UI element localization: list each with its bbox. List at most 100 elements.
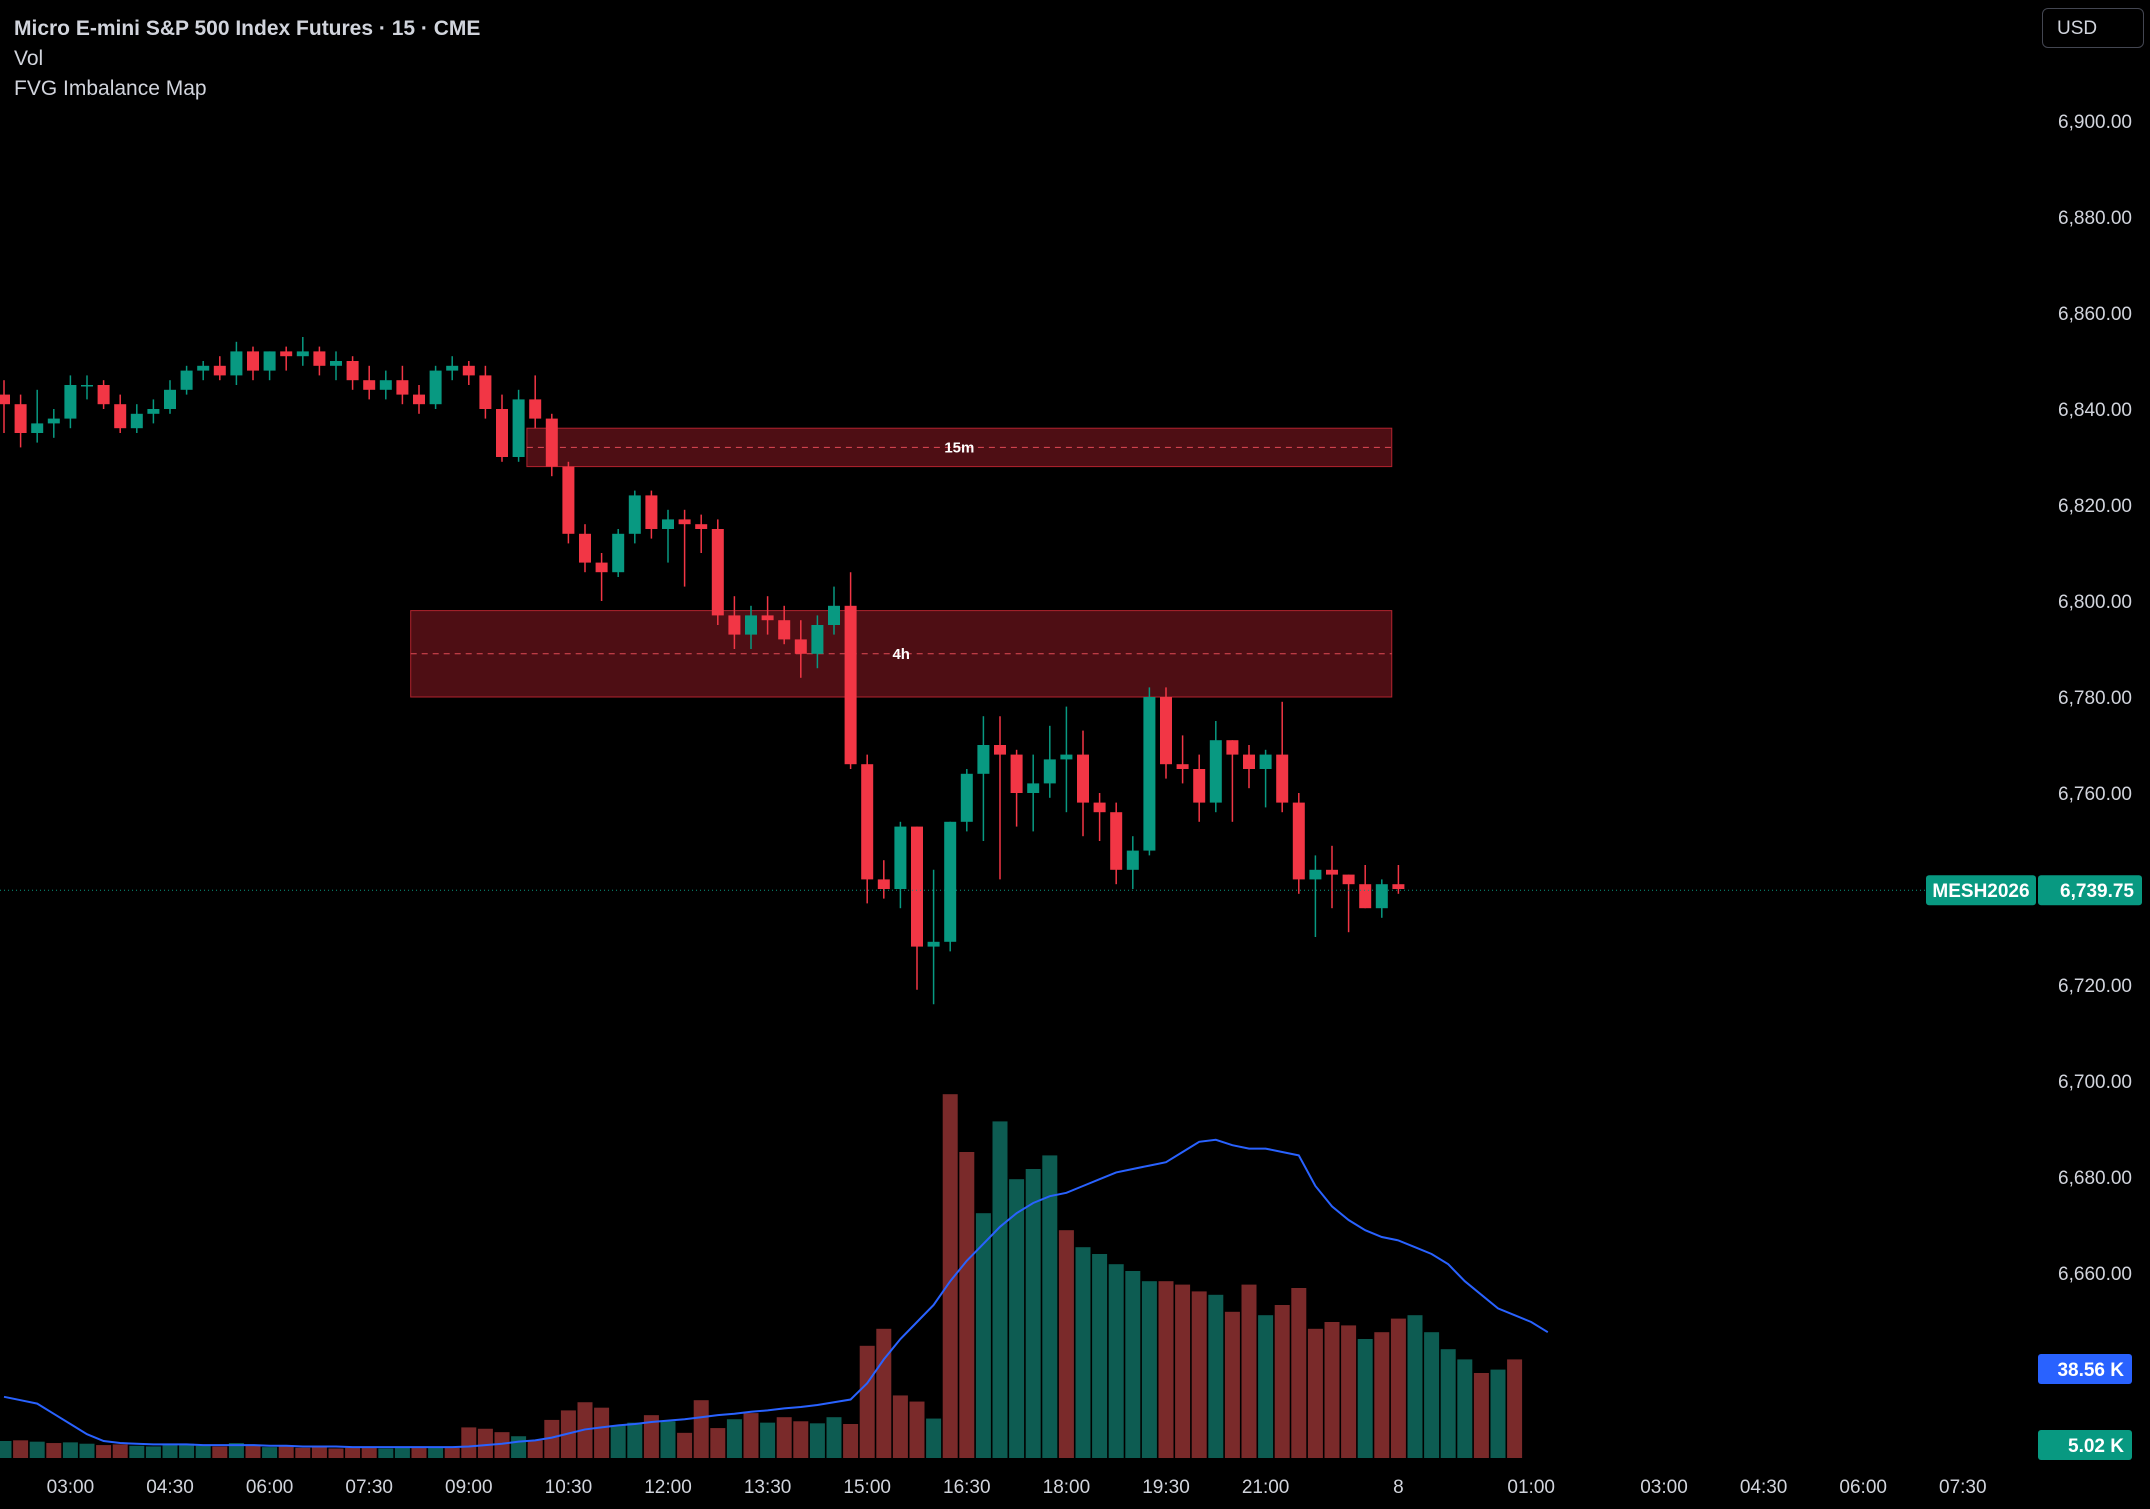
last-price-tag: 6,739.75 [2060, 881, 2134, 902]
volume-bar [345, 1447, 361, 1458]
volume-bar [1108, 1264, 1124, 1458]
candle-body [180, 370, 193, 390]
candle-body [828, 605, 840, 625]
time-tick-label: 16:30 [943, 1477, 991, 1498]
price-tick-label: 6,860.00 [2058, 304, 2132, 325]
time-tick-label: 07:30 [345, 1477, 393, 1498]
candle-body [1342, 874, 1355, 885]
time-tick-label: 03:00 [1640, 1477, 1688, 1498]
currency-button[interactable]: USD [2042, 8, 2144, 48]
candle-body [496, 409, 508, 457]
candle-body [479, 375, 492, 409]
candle-body [1193, 769, 1206, 803]
volume-bar [1407, 1315, 1423, 1458]
candle-body [1010, 754, 1023, 793]
volume-bar [212, 1446, 228, 1458]
candle-body [695, 524, 708, 529]
symbol-tag: MESH2026 [1932, 881, 2029, 902]
volume-bar [195, 1445, 211, 1458]
volume-bar [1158, 1281, 1174, 1458]
volume-bar [228, 1443, 244, 1458]
candle-body [1043, 759, 1056, 784]
candle-body [379, 380, 392, 390]
candle-body [413, 394, 425, 405]
volume-bar [1390, 1318, 1406, 1458]
candle-body [794, 639, 807, 654]
volume-bar [1125, 1271, 1141, 1458]
volume-bar [394, 1447, 410, 1458]
volume-bar [1307, 1328, 1323, 1458]
volume-bar [0, 1441, 12, 1458]
candle-body [1143, 697, 1156, 851]
candle-body [1110, 812, 1123, 870]
volume-bar [627, 1422, 643, 1458]
volume-bar [1490, 1369, 1506, 1458]
axis-tags-layer: MESH2026 6,739.75 38.56 K 5.02 K [1926, 875, 2142, 1460]
fvg-zones-layer: 15m 4h [410, 427, 1393, 698]
candle-body [811, 625, 824, 654]
volume-bar [926, 1418, 942, 1458]
volume-bar [245, 1445, 261, 1458]
candle-body [164, 389, 176, 409]
volume-bar [1042, 1155, 1058, 1458]
volume-bar [112, 1444, 128, 1458]
time-tick-label: 15:00 [843, 1477, 891, 1498]
volume-bar [876, 1328, 892, 1458]
candle-body [927, 941, 940, 947]
candle-body [97, 385, 110, 405]
volume-ma-tag-bg [2038, 1354, 2132, 1384]
volume-bar [760, 1422, 776, 1458]
fvg-zone-label: 15m [944, 439, 974, 456]
volume-bar [975, 1213, 991, 1458]
candle-body [31, 423, 44, 433]
candle-body [645, 495, 658, 529]
candle-body [778, 620, 791, 640]
symbol-title[interactable]: Micro E-mini S&P 500 Index Futures · 15 … [14, 17, 481, 40]
volume-ma-tag: 38.56 K [2057, 1360, 2124, 1381]
candle-body [197, 365, 210, 371]
candle-body [595, 562, 608, 573]
price-tick-label: 6,720.00 [2058, 976, 2132, 997]
volume-bar [992, 1121, 1008, 1458]
indicator-fvg-label[interactable]: FVG Imbalance Map [14, 77, 207, 100]
volume-bar [461, 1427, 477, 1458]
candle-body [446, 365, 459, 371]
candle-body [313, 351, 326, 366]
volume-bar [959, 1152, 975, 1458]
time-tick-label: 06:00 [246, 1477, 294, 1498]
chart-legend: Micro E-mini S&P 500 Index Futures · 15 … [14, 14, 480, 104]
candle-body [14, 404, 27, 433]
indicator-vol-label[interactable]: Vol [14, 47, 44, 70]
volume-bar [411, 1446, 427, 1458]
candle-body [994, 745, 1006, 755]
time-tick-label: 19:30 [1142, 1477, 1190, 1498]
volume-bar [1175, 1284, 1191, 1458]
volume-bar [643, 1415, 659, 1458]
candle-body [529, 399, 542, 419]
volume-bar [328, 1448, 344, 1458]
price-tick-label: 6,880.00 [2058, 208, 2132, 229]
volume-bar [1507, 1359, 1523, 1458]
candle-body [64, 385, 77, 419]
time-axis[interactable]: 03:00 04:30 06:00 07:30 09:00 10:30 12:00 13:30… [47, 1477, 1987, 1498]
volume-bar [278, 1446, 294, 1458]
price-tick-label: 6,760.00 [2058, 784, 2132, 805]
candle-body [1326, 869, 1338, 875]
candle-body [678, 519, 691, 525]
time-tick-label: 21:00 [1242, 1477, 1290, 1498]
volume-bar [1440, 1349, 1456, 1458]
candle-body [844, 605, 857, 765]
price-tick-label: 6,800.00 [2058, 592, 2132, 613]
volume-bar [1191, 1291, 1207, 1458]
price-axis[interactable]: 6,920.006,900.006,880.006,860.006,840.00… [2058, 16, 2132, 1381]
last-price-tag-bg [2038, 875, 2142, 906]
volume-bar [179, 1443, 195, 1458]
volume-bar [129, 1445, 145, 1458]
candle-body [1276, 754, 1289, 803]
volume-bar [1058, 1230, 1074, 1458]
symbol-tag-bg [1926, 875, 2036, 906]
volume-bar [29, 1441, 45, 1458]
volume-bar [809, 1423, 825, 1458]
candle-body [47, 418, 60, 424]
